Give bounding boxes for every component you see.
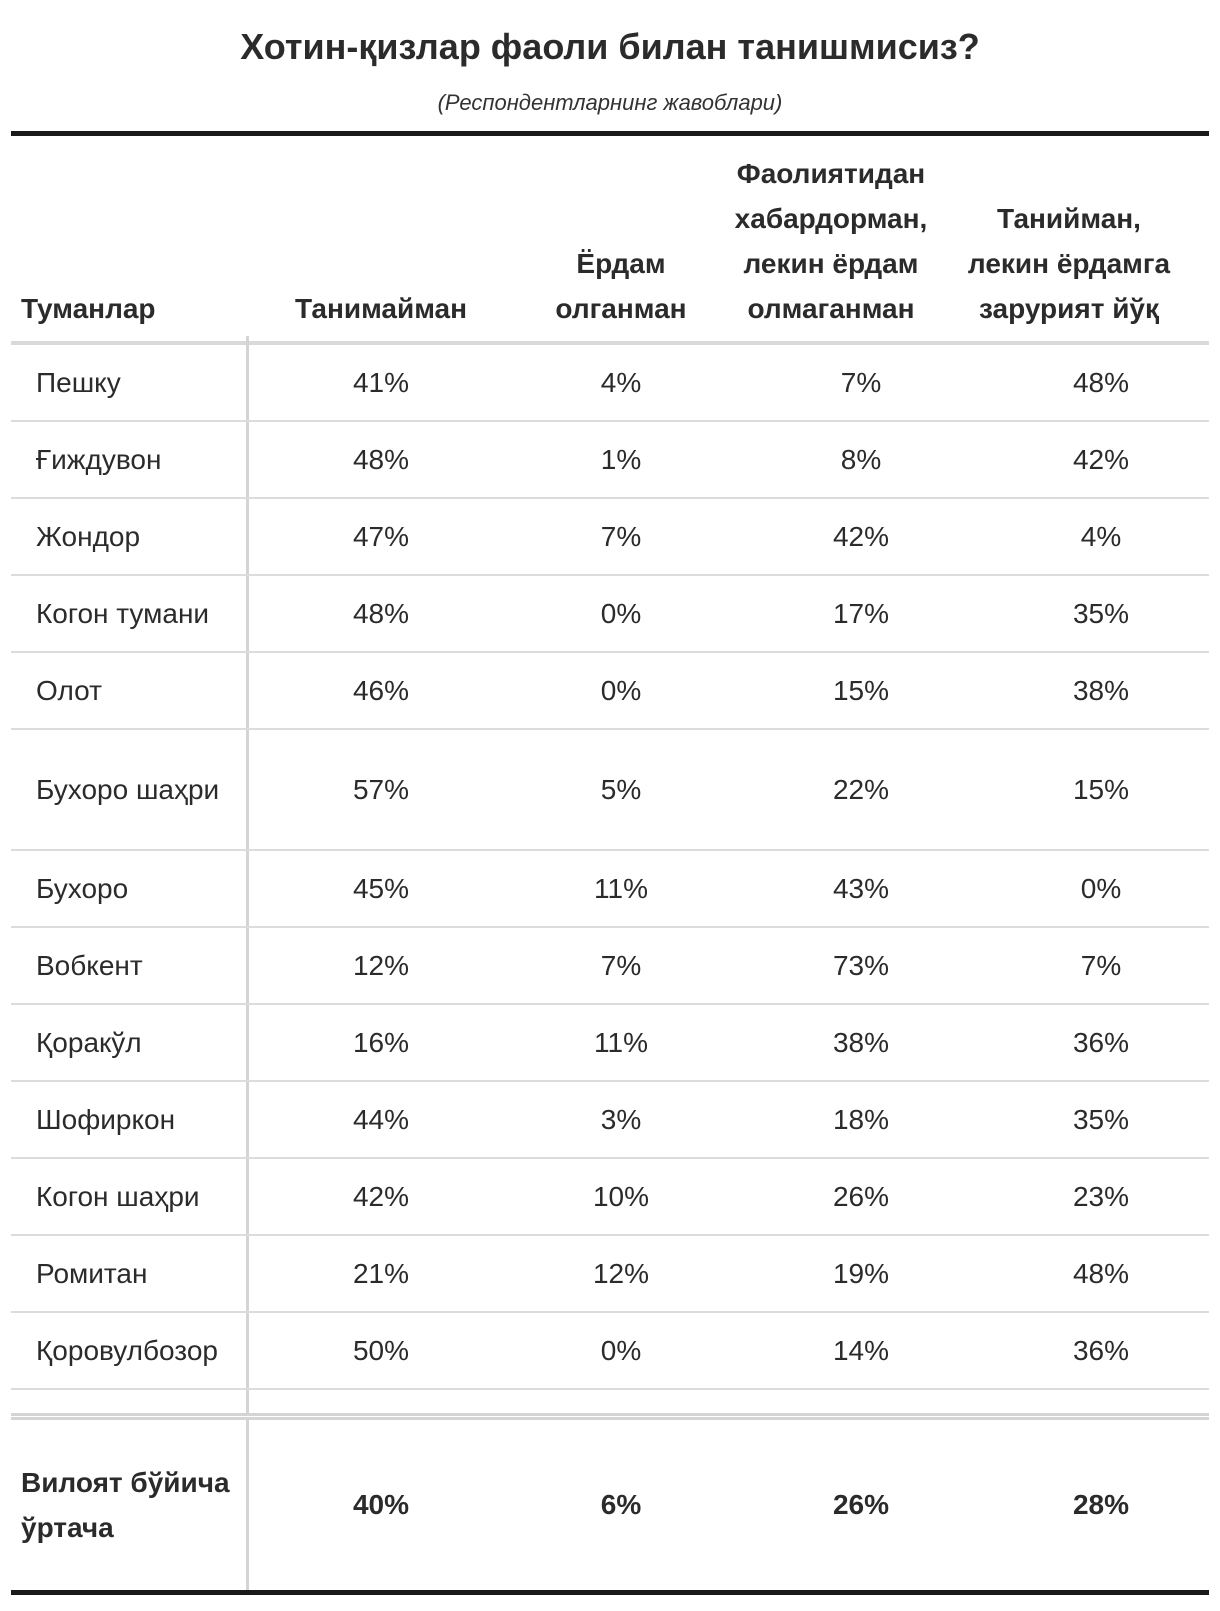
table-row: Вобкент 12% 7% 73% 7% bbox=[11, 928, 1209, 1005]
value-aware-no-help: 17% bbox=[832, 597, 890, 629]
total-label: Вилоят бўйича ўртача bbox=[21, 1467, 230, 1543]
table-row: Ромитан 21% 12% 19% 48% bbox=[11, 1236, 1209, 1313]
total-separator bbox=[11, 1413, 1209, 1420]
value-aware-no-help: 42% bbox=[832, 520, 890, 552]
value-aware-no-help: 26% bbox=[832, 1180, 890, 1212]
table-row: Когон тумани 48% 0% 17% 35% bbox=[11, 576, 1209, 653]
value-aware-no-help: 7% bbox=[840, 366, 882, 398]
value-dont-know: 45% bbox=[352, 872, 410, 904]
total-dont-know: 40% bbox=[352, 1489, 410, 1520]
table-row: Бухоро 45% 11% 43% 0% bbox=[11, 851, 1209, 928]
value-aware-no-help: 19% bbox=[832, 1257, 890, 1289]
value-dont-know: 21% bbox=[352, 1257, 410, 1289]
value-aware-no-help: 15% bbox=[832, 674, 890, 706]
page-subtitle: (Респондентларнинг жавоблари) bbox=[437, 90, 783, 115]
value-dont-know: 57% bbox=[352, 773, 410, 805]
value-received-help: 0% bbox=[600, 674, 642, 706]
value-received-help: 4% bbox=[600, 366, 642, 398]
header-know-no-need: Танийман, лекин ёрдамга зарурият йўқ bbox=[967, 203, 1171, 324]
table-header: Туманлар Танимайман Ёрдам олганман Фаоли… bbox=[11, 136, 1209, 343]
value-dont-know: 12% bbox=[352, 949, 410, 981]
value-know-no-need: 35% bbox=[1072, 1103, 1130, 1135]
header-aware-no-help: Фаолиятидан хабардорман, лекин ёрдам олм… bbox=[734, 158, 928, 324]
value-know-no-need: 23% bbox=[1072, 1180, 1130, 1212]
bottom-rule bbox=[11, 1590, 1209, 1595]
value-know-no-need: 4% bbox=[1080, 520, 1122, 552]
total-know-no-need: 28% bbox=[1072, 1489, 1130, 1520]
value-aware-no-help: 22% bbox=[832, 773, 890, 805]
value-dont-know: 48% bbox=[352, 443, 410, 475]
value-received-help: 12% bbox=[592, 1257, 650, 1289]
value-aware-no-help: 38% bbox=[832, 1026, 890, 1058]
district-name: Пешку bbox=[36, 367, 121, 398]
district-name: Олот bbox=[36, 675, 102, 706]
header-received-help: Ёрдам олганман bbox=[555, 248, 687, 324]
value-dont-know: 46% bbox=[352, 674, 410, 706]
value-know-no-need: 48% bbox=[1072, 1257, 1130, 1289]
value-aware-no-help: 14% bbox=[832, 1334, 890, 1366]
table-row: Қоровулбозор 50% 0% 14% 36% bbox=[11, 1313, 1209, 1390]
top-rule bbox=[11, 131, 1209, 136]
page-title: Хотин-қизлар фаоли билан танишмисиз? bbox=[240, 26, 980, 67]
value-dont-know: 48% bbox=[352, 597, 410, 629]
value-know-no-need: 38% bbox=[1072, 674, 1130, 706]
table-row: Қоракўл 16% 11% 38% 36% bbox=[11, 1005, 1209, 1082]
district-name: Бухоро шаҳри bbox=[36, 774, 220, 805]
value-received-help: 10% bbox=[592, 1180, 650, 1212]
value-aware-no-help: 73% bbox=[832, 949, 890, 981]
header-districts: Туманлар bbox=[21, 293, 156, 324]
value-received-help: 0% bbox=[600, 597, 642, 629]
total-row: Вилоят бўйича ўртача 40% 6% 26% 28% bbox=[11, 1420, 1209, 1590]
district-name: Бухоро bbox=[36, 873, 129, 904]
value-dont-know: 44% bbox=[352, 1103, 410, 1135]
value-know-no-need: 42% bbox=[1072, 443, 1130, 475]
district-name: Ғиждувон bbox=[36, 444, 162, 475]
total-received-help: 6% bbox=[600, 1489, 642, 1520]
total-aware-no-help: 26% bbox=[832, 1489, 890, 1520]
value-know-no-need: 36% bbox=[1072, 1026, 1130, 1058]
value-aware-no-help: 43% bbox=[832, 872, 890, 904]
district-name: Когон шаҳри bbox=[36, 1181, 200, 1212]
table-row: Когон шаҳри 42% 10% 26% 23% bbox=[11, 1159, 1209, 1236]
table-row: Бухоро шаҳри 57% 5% 22% 15% bbox=[11, 730, 1209, 851]
district-name: Когон тумани bbox=[36, 598, 210, 629]
header-dont-know: Танимайман bbox=[294, 293, 468, 324]
value-know-no-need: 7% bbox=[1080, 949, 1122, 981]
value-know-no-need: 15% bbox=[1072, 773, 1130, 805]
table-row: Жондор 47% 7% 42% 4% bbox=[11, 499, 1209, 576]
value-know-no-need: 0% bbox=[1080, 872, 1122, 904]
value-aware-no-help: 8% bbox=[840, 443, 882, 475]
value-know-no-need: 35% bbox=[1072, 597, 1130, 629]
value-received-help: 7% bbox=[600, 520, 642, 552]
table-row: Олот 46% 0% 15% 38% bbox=[11, 653, 1209, 730]
district-name: Қоровулбозор bbox=[36, 1335, 218, 1366]
value-received-help: 3% bbox=[600, 1103, 642, 1135]
value-aware-no-help: 18% bbox=[832, 1103, 890, 1135]
district-name: Вобкент bbox=[36, 950, 143, 981]
table-row: Пешку 41% 4% 7% 48% bbox=[11, 345, 1209, 422]
value-dont-know: 42% bbox=[352, 1180, 410, 1212]
value-dont-know: 47% bbox=[352, 520, 410, 552]
header-rule bbox=[11, 341, 1209, 345]
value-know-no-need: 48% bbox=[1072, 366, 1130, 398]
value-received-help: 1% bbox=[600, 443, 642, 475]
value-received-help: 11% bbox=[594, 872, 648, 904]
column-divider-total bbox=[246, 1420, 249, 1590]
value-dont-know: 16% bbox=[352, 1026, 410, 1058]
value-received-help: 5% bbox=[600, 773, 642, 805]
value-know-no-need: 36% bbox=[1072, 1334, 1130, 1366]
value-received-help: 7% bbox=[600, 949, 642, 981]
value-received-help: 11% bbox=[594, 1026, 648, 1058]
table-row: Ғиждувон 48% 1% 8% 42% bbox=[11, 422, 1209, 499]
district-name: Шофиркон bbox=[36, 1104, 176, 1135]
column-divider bbox=[246, 336, 249, 1413]
district-name: Ромитан bbox=[36, 1258, 148, 1289]
value-received-help: 0% bbox=[600, 1334, 642, 1366]
district-name: Қоракўл bbox=[36, 1027, 142, 1058]
value-dont-know: 41% bbox=[352, 366, 410, 398]
table-row: Шофиркон 44% 3% 18% 35% bbox=[11, 1082, 1209, 1159]
district-name: Жондор bbox=[36, 521, 141, 552]
value-dont-know: 50% bbox=[352, 1334, 410, 1366]
